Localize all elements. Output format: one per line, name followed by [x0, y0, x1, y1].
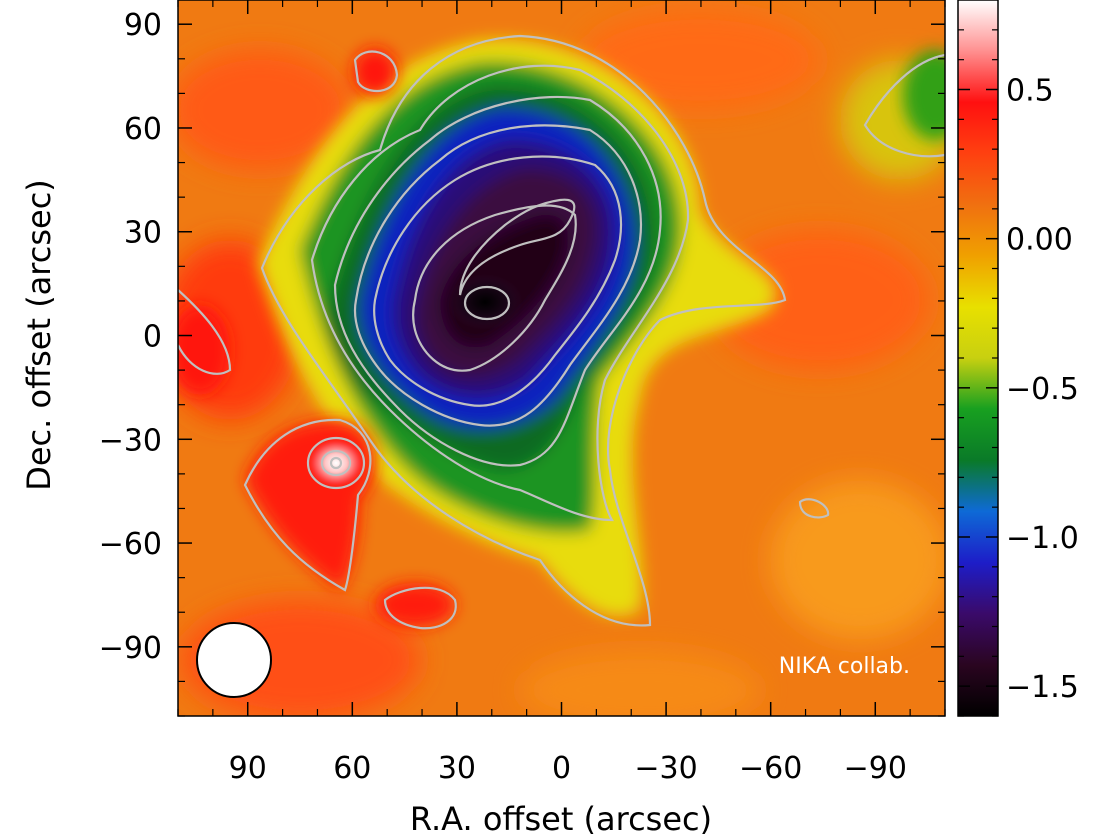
contour: [333, 95, 662, 467]
x-tick-label: −90: [844, 751, 907, 786]
contour: [863, 53, 945, 158]
decrement-layers: [258, 39, 777, 617]
x-tick-label: −60: [739, 751, 802, 786]
x-tick-label: 30: [438, 751, 476, 786]
x-axis-tick-labels: 90 60 30 0 −30 −60 −90: [229, 751, 907, 786]
x-tick-label: 60: [333, 751, 371, 786]
x-tick-label: −30: [634, 751, 697, 786]
y-tick-label: −90: [99, 631, 162, 666]
contour: [320, 449, 352, 477]
x-tick-label: 0: [552, 751, 571, 786]
colorbar-tick-label: 0.5: [1006, 74, 1054, 109]
y-tick-label: 90: [124, 8, 162, 43]
contour: [353, 50, 399, 93]
upper-right-green: [903, 50, 945, 140]
contour: [412, 204, 577, 372]
contour: [463, 285, 511, 321]
colorbar-tick-label: 0.00: [1006, 223, 1073, 258]
beam-marker: [196, 622, 272, 698]
intensity-map: NIKA collab.: [178, 0, 945, 716]
x-axis-title: R.A. offset (arcsec): [410, 800, 712, 836]
contour: [798, 498, 830, 519]
y-axis-title: Dec. offset (arcsec): [20, 179, 58, 491]
x-axis-ticks: [177, 0, 946, 716]
credit-annotation: NIKA collab.: [779, 654, 910, 679]
y-axis-tick-labels: 90 60 30 0 −30 −60 −90: [99, 8, 162, 666]
contour: [243, 418, 372, 592]
decrement-core: [447, 274, 523, 330]
contour: [310, 64, 690, 522]
contours: [178, 34, 945, 630]
contour: [260, 34, 787, 627]
colorbar-tick-label: −0.5: [1006, 372, 1079, 407]
contour: [383, 586, 457, 630]
contour: [373, 155, 623, 407]
colorbar-ticks: [958, 29, 998, 717]
contour: [178, 289, 232, 375]
colorbar-tick-labels: 0.5 0.00 −0.5 −1.0 −1.5: [1006, 74, 1079, 706]
point-source: [306, 437, 366, 489]
colorbar-tick-label: −1.5: [1006, 670, 1079, 705]
contour: [306, 436, 366, 490]
y-axis-ticks: [178, 23, 945, 717]
colorbar: 0.5 0.00 −0.5 −1.0 −1.5: [957, 0, 1079, 717]
y-tick-label: −30: [99, 423, 162, 458]
contour: [458, 198, 576, 296]
x-tick-label: 90: [229, 751, 267, 786]
y-tick-label: −60: [99, 527, 162, 562]
contour: [354, 124, 642, 427]
contour: [329, 456, 343, 470]
y-tick-label: 60: [124, 112, 162, 147]
colorbar-fill: [958, 0, 998, 716]
y-tick-label: 0: [143, 320, 162, 355]
colorbar-tick-label: −1.0: [1006, 521, 1079, 556]
y-tick-label: 30: [124, 216, 162, 251]
